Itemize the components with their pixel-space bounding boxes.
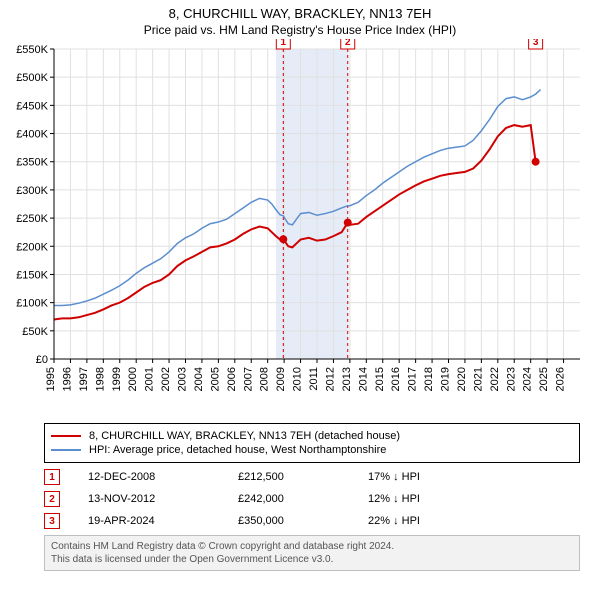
event-num-box: 2 <box>44 491 60 507</box>
ytick-label: £150K <box>16 269 48 281</box>
event-row: 2 13-NOV-2012£242,00012% ↓ HPI <box>44 491 580 507</box>
event-pct: 12% ↓ HPI <box>368 493 518 505</box>
xtick-label: 2018 <box>423 367 435 391</box>
ytick-label: £50K <box>22 326 48 338</box>
xtick-label: 2013 <box>341 367 353 391</box>
xtick-label: 2008 <box>259 367 271 391</box>
xtick-label: 2019 <box>440 367 452 391</box>
xtick-label: 2016 <box>390 367 402 391</box>
xtick-label: 1997 <box>78 367 90 391</box>
xtick-label: 2021 <box>472 367 484 391</box>
xtick-label: 2011 <box>308 367 320 391</box>
xtick-label: 2009 <box>275 367 287 391</box>
event-pct: 17% ↓ HPI <box>368 471 518 483</box>
xtick-label: 2022 <box>489 367 501 391</box>
event-price: £242,000 <box>238 493 368 505</box>
ytick-label: £250K <box>16 213 48 225</box>
event-date: 19-APR-2024 <box>88 515 238 527</box>
ytick-label: £550K <box>16 44 48 56</box>
event-row: 1 12-DEC-2008£212,50017% ↓ HPI <box>44 469 580 485</box>
xtick-label: 2025 <box>538 367 550 391</box>
event-price: £350,000 <box>238 515 368 527</box>
xtick-label: 2007 <box>242 367 254 391</box>
legend-swatch <box>51 449 81 451</box>
event-date: 13-NOV-2012 <box>88 493 238 505</box>
xtick-label: 2012 <box>324 367 336 391</box>
event-dot <box>344 219 352 227</box>
footer-line2: This data is licensed under the Open Gov… <box>51 553 573 566</box>
page: 8, CHURCHILL WAY, BRACKLEY, NN13 7EH Pri… <box>0 0 600 571</box>
legend-row: HPI: Average price, detached house, West… <box>51 444 573 456</box>
xtick-label: 1996 <box>61 367 73 391</box>
xtick-label: 1999 <box>111 367 123 391</box>
xtick-label: 2010 <box>292 367 304 391</box>
legend-label: 8, CHURCHILL WAY, BRACKLEY, NN13 7EH (de… <box>89 430 400 442</box>
xtick-label: 2023 <box>505 367 517 391</box>
event-dot <box>279 235 287 243</box>
xtick-label: 2026 <box>555 367 567 391</box>
footer: Contains HM Land Registry data © Crown c… <box>44 535 580 571</box>
ytick-label: £200K <box>16 241 48 253</box>
ytick-label: £450K <box>16 100 48 112</box>
xtick-label: 2002 <box>160 367 172 391</box>
legend: 8, CHURCHILL WAY, BRACKLEY, NN13 7EH (de… <box>44 423 580 463</box>
footer-line1: Contains HM Land Registry data © Crown c… <box>51 540 573 553</box>
xtick-label: 2001 <box>144 367 156 391</box>
chart: £0 £50K £100K £150K £200K £250K £300K £350K £400… <box>0 39 600 419</box>
xtick-label: 2024 <box>522 367 534 391</box>
event-dot <box>532 158 540 166</box>
xtick-label: 2017 <box>407 367 419 391</box>
xtick-label: 2004 <box>193 367 205 391</box>
xtick-label: 1995 <box>45 367 57 391</box>
legend-swatch <box>51 435 81 437</box>
xtick-label: 2014 <box>357 367 369 391</box>
event-band <box>276 49 348 359</box>
ytick-label: £500K <box>16 72 48 84</box>
ytick-label: £400K <box>16 129 48 141</box>
ytick-label: £350K <box>16 157 48 169</box>
xtick-label: 1998 <box>94 367 106 391</box>
event-date: 12-DEC-2008 <box>88 471 238 483</box>
xtick-label: 2020 <box>456 367 468 391</box>
xtick-label: 2005 <box>209 367 221 391</box>
ytick-label: £300K <box>16 185 48 197</box>
chart-svg: £0 £50K £100K £150K £200K £250K £300K £350K £400… <box>0 39 600 419</box>
ytick-label: £0 <box>36 354 48 366</box>
event-num-box: 1 <box>44 469 60 485</box>
legend-label: HPI: Average price, detached house, West… <box>89 444 386 456</box>
xtick-label: 2003 <box>177 367 189 391</box>
xtick-label: 2006 <box>226 367 238 391</box>
event-marker-num: 3 <box>533 39 539 48</box>
xtick-label: 2015 <box>374 367 386 391</box>
xtick-label: 2000 <box>127 367 139 391</box>
event-price: £212,500 <box>238 471 368 483</box>
titles: 8, CHURCHILL WAY, BRACKLEY, NN13 7EH Pri… <box>0 0 600 39</box>
event-table: 1 12-DEC-2008£212,50017% ↓ HPI 2 13-NOV-201… <box>44 469 580 529</box>
event-marker-num: 1 <box>281 39 287 48</box>
legend-row: 8, CHURCHILL WAY, BRACKLEY, NN13 7EH (de… <box>51 430 573 442</box>
title-subtitle: Price paid vs. HM Land Registry's House … <box>0 23 600 37</box>
title-address: 8, CHURCHILL WAY, BRACKLEY, NN13 7EH <box>0 6 600 21</box>
event-marker-num: 2 <box>345 39 351 48</box>
event-num-box: 3 <box>44 513 60 529</box>
event-row: 3 19-APR-2024£350,00022% ↓ HPI <box>44 513 580 529</box>
ytick-label: £100K <box>16 298 48 310</box>
event-pct: 22% ↓ HPI <box>368 515 518 527</box>
